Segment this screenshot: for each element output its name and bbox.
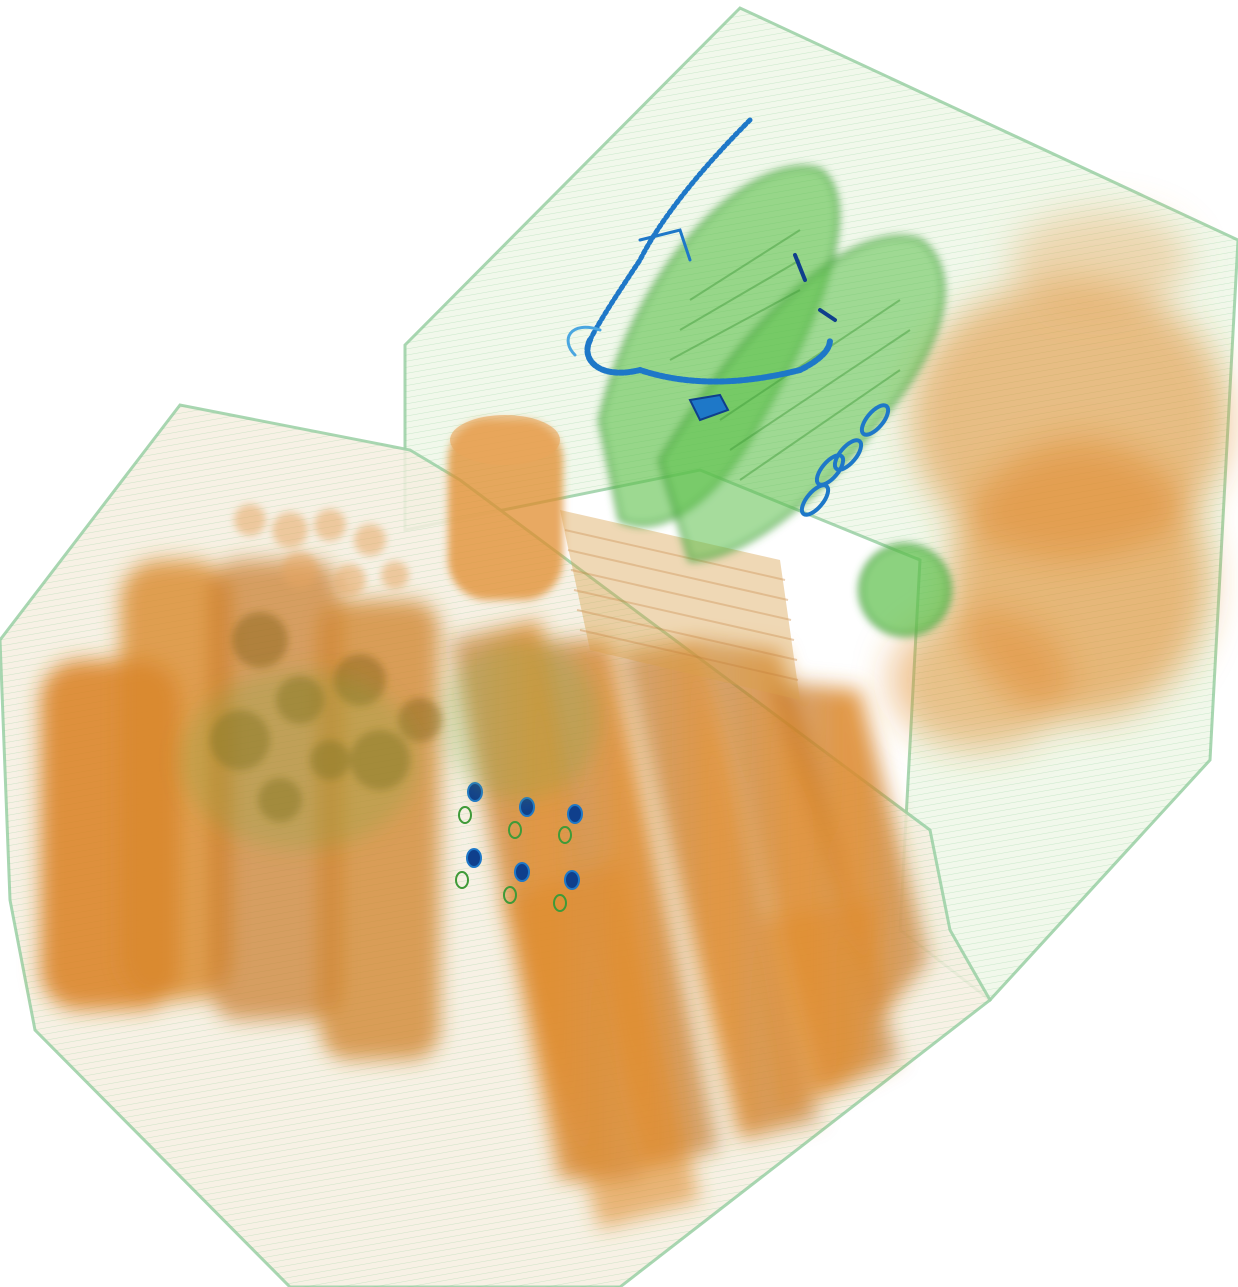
organic-cluster-right [890, 210, 1230, 750]
inorganic-shoes [597, 165, 952, 637]
green-overlay [180, 640, 600, 850]
organic-cylinder [448, 415, 563, 600]
organic-strips [450, 620, 930, 1230]
metal-wire [566, 117, 837, 422]
layered-slab [560, 510, 800, 700]
metal-capsules [799, 403, 891, 517]
